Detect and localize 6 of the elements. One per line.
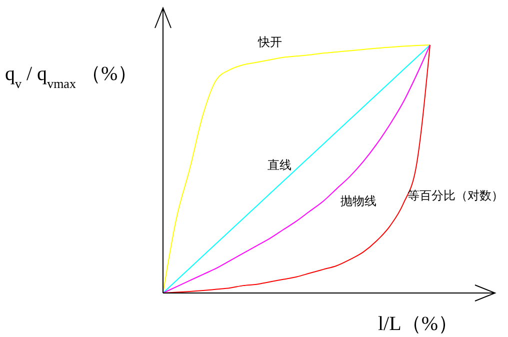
series-label: 等百分比（对数） — [407, 188, 504, 203]
series-label: 直线 — [268, 158, 292, 172]
x-axis-title: l/L（%） — [378, 313, 458, 335]
series-label: 抛物线 — [340, 194, 377, 208]
y-axis-title: q$_{v}$ / q$_{vmax}$ （%） — [5, 63, 138, 90]
series-label: 快开 — [256, 34, 282, 49]
